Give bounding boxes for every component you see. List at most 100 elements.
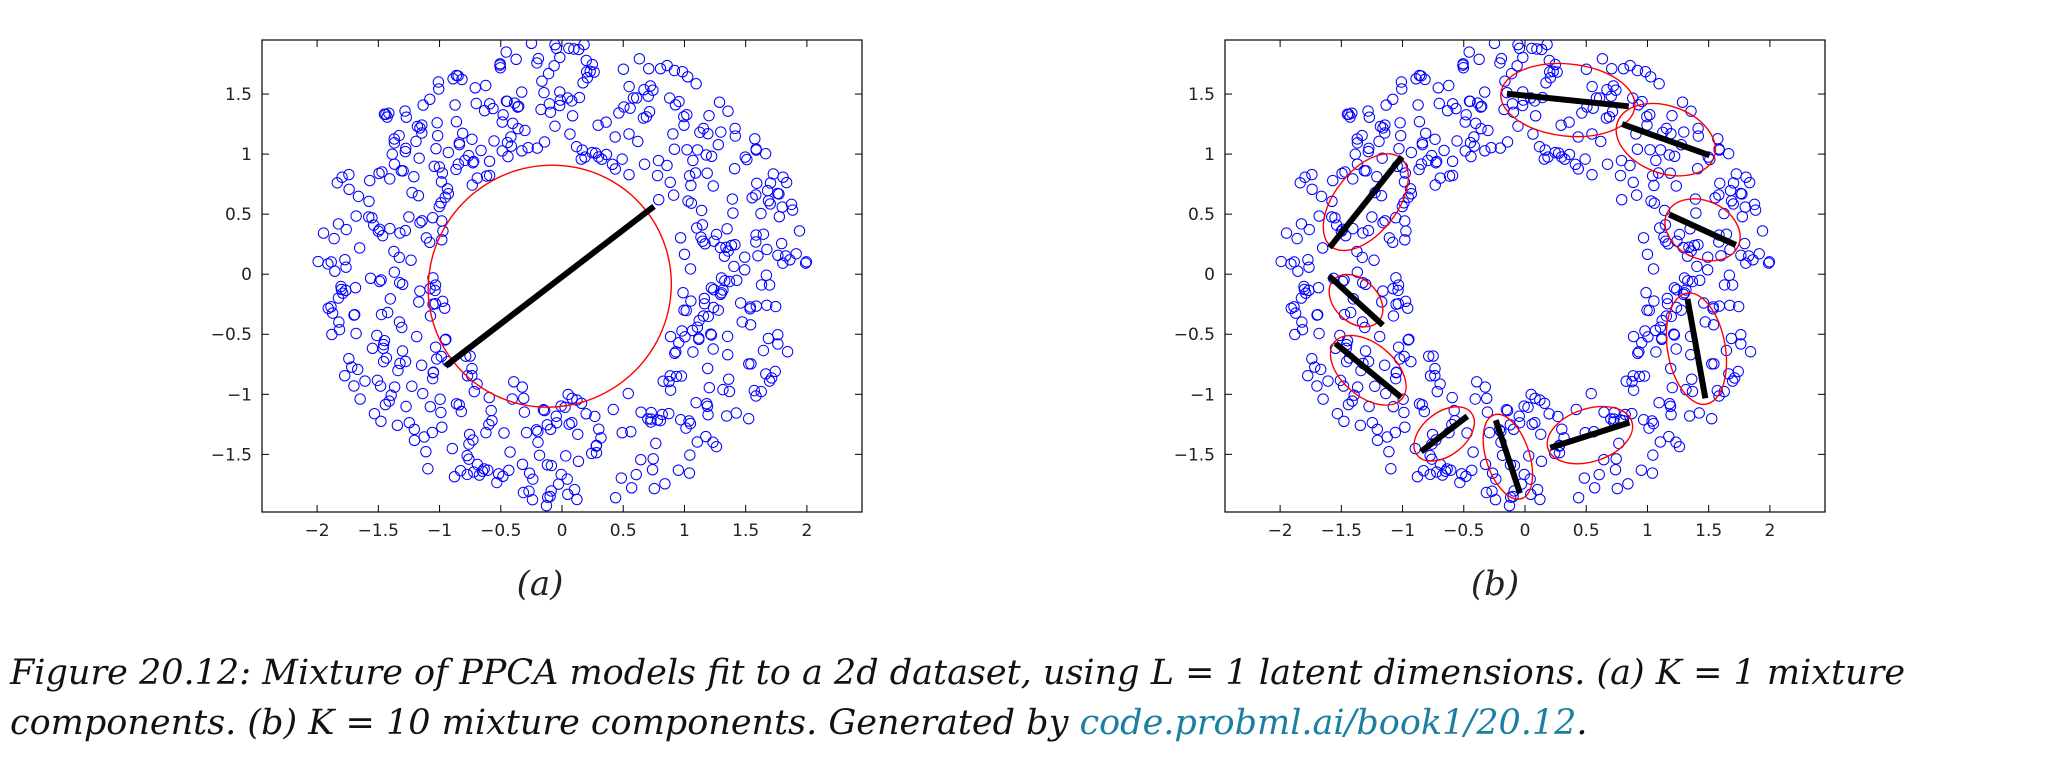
data-point bbox=[1446, 169, 1459, 182]
data-point bbox=[799, 257, 812, 269]
data-point bbox=[705, 282, 718, 294]
data-point bbox=[1383, 445, 1395, 458]
data-point bbox=[377, 338, 390, 351]
data-point bbox=[1707, 319, 1720, 331]
data-point bbox=[1551, 66, 1563, 78]
data-point bbox=[730, 407, 742, 419]
data-point bbox=[442, 146, 455, 159]
data-point bbox=[1413, 398, 1426, 410]
data-point bbox=[1359, 345, 1372, 357]
data-point bbox=[353, 242, 366, 254]
data-point bbox=[588, 66, 600, 78]
data-point bbox=[372, 225, 385, 237]
data-point bbox=[441, 183, 454, 195]
data-point bbox=[1692, 122, 1704, 135]
data-point bbox=[600, 116, 612, 128]
data-point bbox=[772, 249, 784, 261]
principal-axis-line bbox=[1327, 273, 1385, 328]
caption-code-link[interactable]: code.probml.ai/book1/20.12 bbox=[1079, 703, 1577, 743]
data-point bbox=[1724, 299, 1736, 311]
panel-b-label: (b) bbox=[1471, 564, 1519, 604]
data-point bbox=[1668, 328, 1680, 340]
data-point bbox=[572, 455, 585, 467]
data-point bbox=[393, 276, 406, 289]
data-point bbox=[1727, 198, 1739, 210]
data-point bbox=[1309, 361, 1321, 373]
data-point bbox=[1371, 423, 1384, 435]
data-point bbox=[508, 376, 520, 388]
data-point bbox=[1666, 109, 1678, 122]
data-point bbox=[700, 149, 712, 161]
data-point bbox=[1390, 272, 1402, 284]
data-point bbox=[1661, 292, 1674, 305]
data-point bbox=[1399, 234, 1411, 246]
data-point bbox=[1422, 154, 1434, 167]
data-point bbox=[702, 310, 715, 323]
data-point bbox=[1643, 422, 1655, 434]
data-point bbox=[1482, 124, 1494, 137]
data-point bbox=[1652, 167, 1665, 179]
data-point bbox=[1579, 153, 1591, 165]
data-point bbox=[1429, 369, 1441, 382]
data-point bbox=[348, 309, 360, 321]
data-point bbox=[1747, 254, 1759, 266]
data-point bbox=[541, 491, 554, 503]
data-point bbox=[417, 99, 429, 111]
x-tick-label: 0 bbox=[557, 521, 568, 541]
data-point bbox=[1412, 99, 1424, 111]
data-point bbox=[1434, 378, 1446, 390]
y-tick-label: −0.5 bbox=[1174, 325, 1215, 345]
data-point bbox=[1303, 223, 1315, 236]
data-point bbox=[630, 92, 643, 104]
data-point bbox=[661, 159, 673, 172]
data-point bbox=[467, 157, 479, 169]
data-point bbox=[623, 128, 635, 140]
data-point bbox=[1387, 310, 1400, 322]
data-point bbox=[1653, 78, 1665, 90]
data-point bbox=[396, 278, 409, 290]
data-point bbox=[643, 105, 656, 118]
data-point bbox=[1379, 119, 1391, 131]
data-point bbox=[388, 133, 400, 145]
data-point bbox=[1295, 218, 1308, 230]
data-point bbox=[388, 245, 400, 258]
data-point bbox=[1322, 375, 1334, 387]
data-point bbox=[1660, 122, 1673, 135]
data-point bbox=[1390, 366, 1403, 378]
data-point bbox=[1296, 316, 1308, 328]
data-point bbox=[1735, 328, 1747, 341]
data-point bbox=[1585, 387, 1597, 400]
data-point bbox=[714, 241, 727, 254]
data-point bbox=[1392, 279, 1405, 291]
data-point bbox=[436, 215, 448, 227]
data-point bbox=[757, 228, 770, 240]
data-point bbox=[1396, 83, 1408, 95]
data-point bbox=[645, 413, 657, 425]
data-point bbox=[406, 186, 418, 199]
data-point bbox=[1479, 86, 1491, 98]
data-point bbox=[1338, 415, 1350, 428]
data-point bbox=[333, 316, 345, 328]
data-point bbox=[434, 393, 446, 405]
data-point bbox=[1524, 473, 1536, 485]
data-point bbox=[652, 154, 665, 167]
data-point bbox=[1464, 136, 1477, 149]
data-point bbox=[380, 352, 393, 364]
data-point bbox=[1349, 148, 1361, 160]
data-point bbox=[1605, 90, 1617, 102]
data-point bbox=[1586, 80, 1598, 93]
data-point bbox=[1525, 388, 1537, 401]
data-point bbox=[328, 232, 340, 245]
data-point bbox=[471, 172, 484, 184]
data-point bbox=[1580, 63, 1593, 75]
data-point bbox=[1616, 193, 1628, 206]
data-point bbox=[723, 385, 736, 398]
data-point bbox=[1668, 329, 1681, 341]
data-point bbox=[780, 176, 793, 189]
data-point bbox=[1556, 423, 1568, 435]
data-point bbox=[517, 486, 530, 499]
data-point bbox=[463, 428, 476, 441]
data-point bbox=[1451, 135, 1463, 147]
data-point bbox=[385, 389, 397, 401]
data-point bbox=[1705, 412, 1718, 425]
